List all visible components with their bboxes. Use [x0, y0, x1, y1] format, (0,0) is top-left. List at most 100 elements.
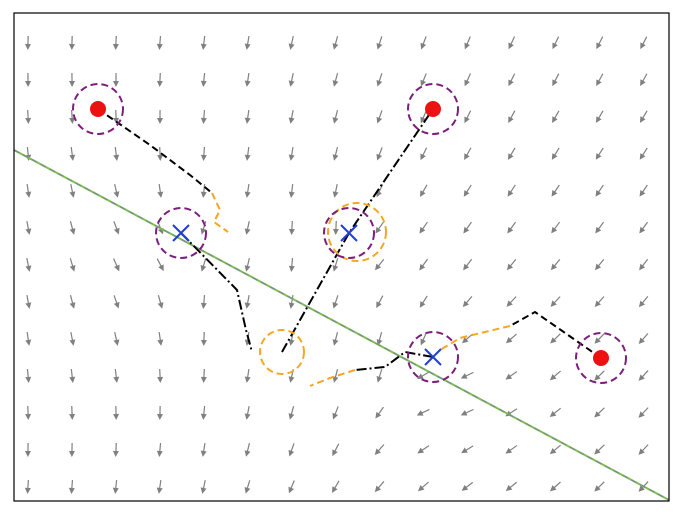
orange-circle [259, 329, 305, 375]
field-arrow-head [24, 487, 31, 494]
field-arrow-head [552, 42, 558, 50]
red-dot [90, 101, 106, 117]
field-arrow-head [374, 448, 381, 456]
field-arrow-head [200, 80, 207, 87]
field-arrow-head [200, 191, 207, 198]
field-arrow-head [638, 485, 645, 492]
field-arrow-head [332, 376, 339, 383]
field-arrow-head [112, 80, 119, 87]
vector-field [24, 35, 649, 494]
field-arrow-head [332, 265, 339, 272]
x-markers [172, 224, 442, 366]
field-arrow-head [113, 154, 120, 161]
field-arrow-head [24, 450, 31, 457]
field-arrow-head [638, 337, 645, 345]
trajectory [97, 108, 213, 194]
field-arrow-head [417, 373, 424, 380]
field-arrow-head [461, 447, 468, 454]
field-arrow-head [113, 301, 120, 309]
field-arrow-head [200, 43, 207, 50]
field-arrow-head [507, 153, 514, 160]
field-arrow-head [25, 339, 32, 346]
x-marker [424, 348, 442, 366]
field-arrow-head [550, 300, 557, 307]
field-arrow-head [417, 447, 425, 454]
field-arrow-head [112, 43, 119, 50]
field-arrow-head [463, 226, 470, 234]
field-arrow-head [25, 302, 32, 309]
field-arrow-head [332, 191, 339, 198]
field-arrow-head [200, 228, 207, 235]
field-arrow-head [288, 191, 295, 198]
field-arrow-head [244, 413, 251, 420]
field-arrow-head [244, 376, 251, 383]
field-arrow-head [639, 116, 646, 123]
trajectories [97, 108, 602, 387]
field-arrow-head [69, 117, 76, 124]
field-arrow-head [506, 300, 513, 307]
red-dot [593, 350, 609, 366]
field-arrow-head [156, 43, 163, 50]
field-arrow-head [420, 42, 427, 50]
purple-circle [155, 207, 207, 259]
field-arrow-head [113, 339, 120, 346]
field-arrow-head [157, 302, 164, 309]
field-arrow-head [375, 411, 382, 419]
purple-circle [575, 332, 627, 384]
field-arrow-head [594, 411, 601, 418]
trajectory [439, 325, 511, 351]
purple-circle [323, 207, 375, 259]
field-arrow-head [551, 226, 558, 234]
field-arrow-head [69, 154, 76, 161]
field-arrow-head [68, 43, 75, 50]
field-arrow-head [200, 302, 207, 309]
field-arrow-head [464, 116, 470, 124]
field-arrow-head [416, 410, 424, 416]
axes-frame [13, 12, 670, 502]
trajectory [354, 350, 434, 371]
field-arrow-head [376, 376, 383, 383]
field-arrow-head [595, 153, 602, 160]
field-arrow-head [461, 484, 469, 491]
field-arrow-head [331, 486, 338, 493]
field-arrow-head [550, 263, 558, 271]
field-arrow-head [288, 302, 295, 309]
field-arrow-head [508, 79, 514, 87]
field-arrow-head [69, 339, 76, 346]
field-arrow-head [507, 226, 514, 234]
field-arrow-head [549, 410, 557, 418]
field-arrow-head [508, 42, 514, 50]
field-arrow-head [596, 79, 602, 87]
field-arrow-head [594, 448, 601, 455]
field-arrow-head [375, 226, 382, 234]
field-arrow-head [505, 447, 513, 454]
field-arrow-head [157, 339, 164, 346]
field-arrow-head [244, 450, 251, 457]
field-arrow-head [200, 265, 207, 272]
field-arrow-head [288, 376, 295, 383]
field-arrow-head [69, 265, 76, 272]
field-arrow-head [157, 154, 164, 161]
field-arrow-head [156, 80, 163, 87]
field-arrow-head [419, 226, 426, 234]
field-arrow-head [639, 263, 646, 271]
field-arrow-head [69, 191, 76, 198]
field-arrow-head [505, 484, 513, 492]
field-arrow-head [420, 116, 426, 124]
field-arrow-head [594, 263, 602, 271]
field-arrow-head [551, 153, 558, 160]
field-arrow-head [68, 450, 75, 457]
field-arrow-head [594, 337, 601, 344]
field-arrow-head [595, 189, 602, 197]
purple-circles [72, 83, 627, 384]
x-marker [172, 224, 190, 242]
field-arrow-head [420, 153, 426, 161]
field-arrow-head [200, 117, 207, 124]
field-arrow-head [640, 79, 646, 86]
field-arrow-head [376, 116, 383, 124]
field-arrow-head [69, 228, 76, 235]
field-arrow-head [113, 117, 120, 124]
field-arrow-head [332, 154, 339, 161]
field-arrow-head [200, 154, 207, 161]
field-arrow-head [24, 43, 31, 50]
